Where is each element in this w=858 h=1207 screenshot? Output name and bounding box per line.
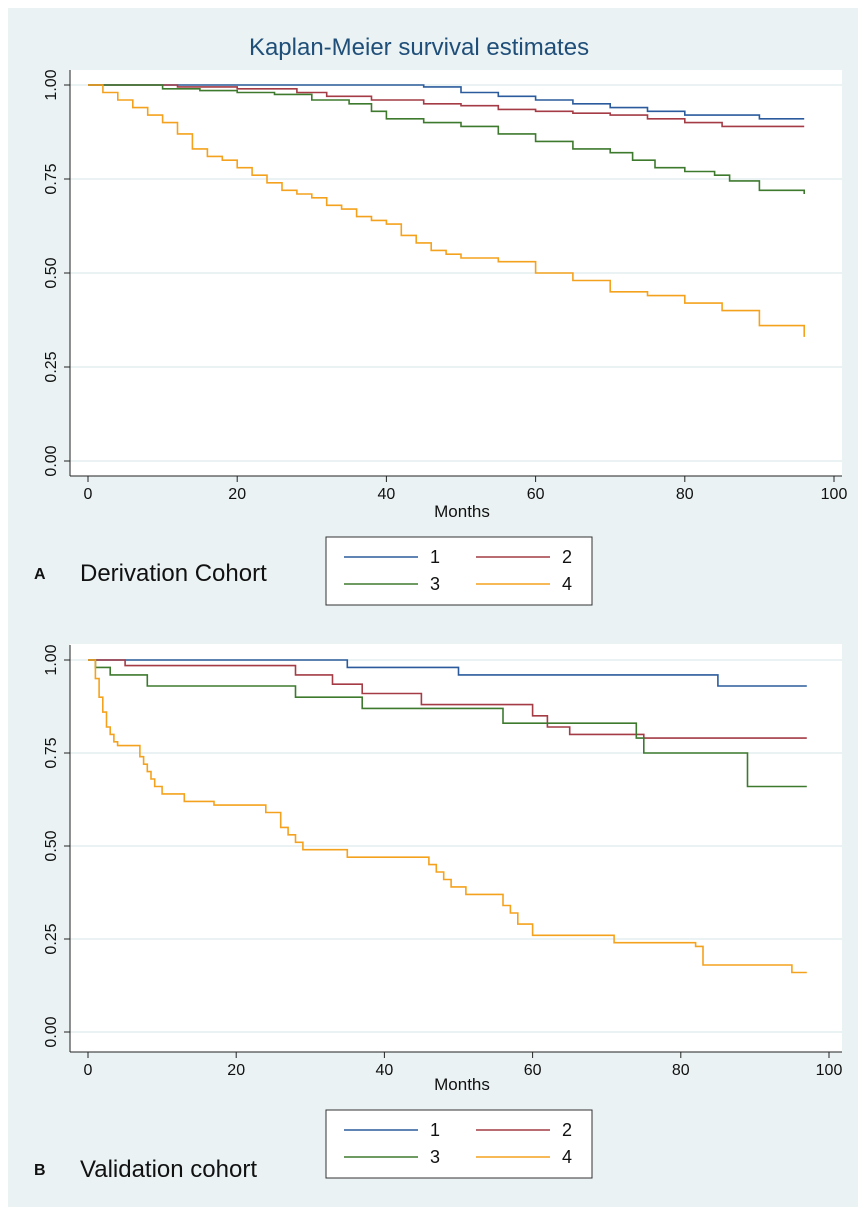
- grid-b: [70, 659, 842, 1033]
- x-tick-label-b-5: 100: [816, 1062, 843, 1079]
- survival-curve-b-group-4: [88, 659, 807, 974]
- x-tick-label-a-1: 20: [228, 486, 246, 503]
- grid-a: [70, 84, 842, 462]
- panel-letter-b: B: [34, 1162, 46, 1179]
- y-tick-label-a-2: 0.50: [43, 257, 60, 288]
- x-tick-label-a-2: 40: [378, 486, 396, 503]
- survival-curves-a: [88, 84, 805, 337]
- y-tick-label-b-4: 1.00: [43, 644, 60, 675]
- panel-letter-a: A: [34, 566, 46, 583]
- y-tick-label-b-1: 0.25: [43, 923, 60, 954]
- x-tick-label-a-3: 60: [527, 486, 545, 503]
- y-tick-label-a-4: 1.00: [43, 69, 60, 100]
- survival-curve-b-group-2: [88, 659, 807, 739]
- legend-label-a-4: 4: [562, 574, 572, 594]
- survival-curve-a-group-1: [88, 84, 805, 120]
- legend-label-b-2: 2: [562, 1120, 572, 1140]
- legend-label-b-4: 4: [562, 1147, 572, 1167]
- panel-a-derivation: 0.000.250.500.751.000 20 40 60 80 100 Months …: [34, 69, 847, 606]
- panel-b-validation: 0.000.250.500.751.000 20 40 60 80 100 Months …: [34, 644, 842, 1183]
- legend-box-b: [325, 1109, 593, 1179]
- figure: Kaplan-Meier survival estimates 0.00 0.25…: [8, 8, 858, 1207]
- survival-curve-a-group-4: [88, 84, 805, 337]
- survival-curves-b: [88, 659, 807, 974]
- legend-label-b-1: 1: [430, 1120, 440, 1140]
- legend-b: 1 2 3 4: [325, 1109, 593, 1179]
- panel-caption-a: Derivation Cohort: [80, 560, 267, 587]
- legend-label-a-1: 1: [430, 547, 440, 567]
- axes-a: 0.00 0.25 0.50 0.75 1.00 0 20 40 60 80 100: [43, 69, 847, 503]
- survival-curve-b-group-1: [88, 659, 807, 687]
- x-tick-label-a-4: 80: [676, 486, 694, 503]
- y-tick-label-b-3: 0.75: [43, 737, 60, 768]
- legend-a: 1 2 3 4: [325, 536, 593, 606]
- axes-b: 0.00 0.25 0.50 0.75 1.00 0 20 40 60 80 100: [43, 644, 842, 1079]
- survival-curve-a-group-3: [88, 84, 805, 194]
- chart-title: Kaplan-Meier survival estimates: [249, 34, 589, 61]
- x-tick-label-a-0: 0: [84, 486, 93, 503]
- survival-curve-b-group-3: [88, 659, 807, 788]
- legend-label-a-3: 3: [430, 574, 440, 594]
- km-survival-figure: Kaplan-Meier survival estimates 0.00 0.25…: [34, 34, 847, 1183]
- y-tick-label-b-0: 0.00: [43, 1016, 60, 1047]
- survival-curve-a-group-2: [88, 84, 805, 128]
- x-axis-label-a: Months: [434, 502, 490, 521]
- y-tick-label-b-2: 0.50: [43, 830, 60, 861]
- x-tick-label-b-3: 60: [524, 1062, 542, 1079]
- x-tick-label-a-5: 100: [821, 486, 848, 503]
- y-tick-label-a-3: 0.75: [43, 163, 60, 194]
- y-tick-label-a-1: 0.25: [43, 351, 60, 382]
- x-axis-label-b: Months: [434, 1075, 490, 1094]
- x-tick-label-b-1: 20: [227, 1062, 245, 1079]
- panel-caption-b: Validation cohort: [80, 1156, 257, 1183]
- y-tick-label-a-0: 0.00: [43, 445, 60, 476]
- legend-label-b-3: 3: [430, 1147, 440, 1167]
- x-tick-label-b-0: 0: [84, 1062, 93, 1079]
- legend-label-a-2: 2: [562, 547, 572, 567]
- x-tick-label-b-2: 40: [376, 1062, 394, 1079]
- x-tick-label-b-4: 80: [672, 1062, 690, 1079]
- plot-area-b: [70, 644, 842, 1052]
- legend-box-a: [325, 536, 593, 606]
